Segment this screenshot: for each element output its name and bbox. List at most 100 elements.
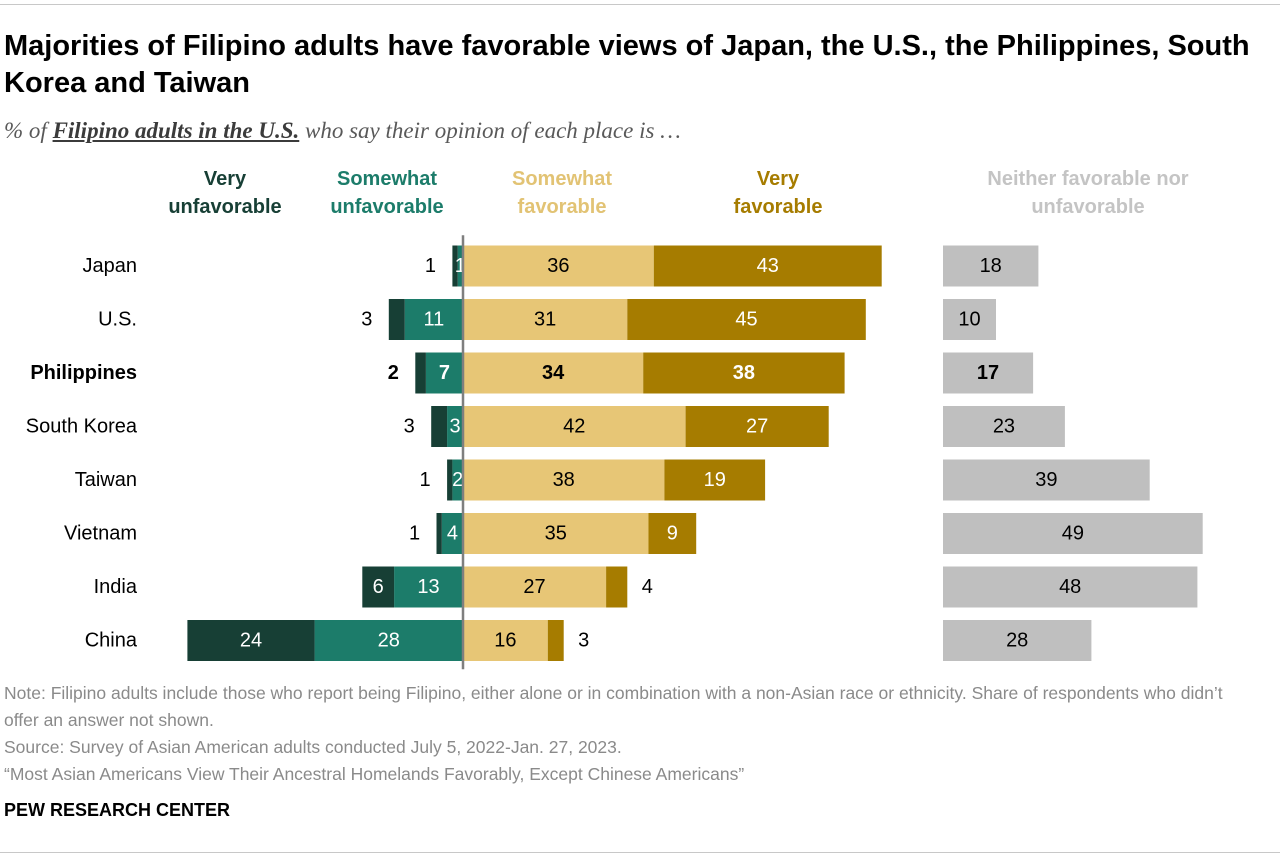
legend-neither-favorable-nor-unfavorable-line1: Neither favorable nor: [987, 168, 1188, 190]
data-label-neither-philippines: 17: [977, 362, 999, 384]
bar-somewhat-favorable-japan: [463, 245, 654, 287]
category-label-vietnam: Vietnam: [64, 523, 137, 545]
data-label-neither-south-korea: 23: [993, 416, 1015, 438]
category-label-taiwan: Taiwan: [75, 469, 137, 491]
bar-very-favorable-philippines: [643, 352, 845, 394]
data-label-somewhat-unfavorable-china: 28: [378, 630, 400, 652]
data-label-very-favorable-taiwan: 19: [704, 469, 726, 491]
bar-somewhat-unfavorable-japan: [457, 245, 463, 287]
bar-neither-taiwan: [943, 459, 1150, 501]
data-label-neither-u-s: 10: [958, 309, 980, 331]
bar-somewhat-unfavorable-u-s: [404, 299, 463, 340]
bar-very-unfavorable-philippines: [415, 352, 426, 394]
bar-neither-india: [943, 566, 1198, 608]
bar-somewhat-favorable-china: [463, 620, 548, 661]
report-title: “Most Asian Americans View Their Ancestr…: [4, 764, 745, 784]
bar-somewhat-unfavorable-south-korea: [447, 406, 463, 447]
chart-title: Majorities of Filipino adults have favor…: [4, 30, 1250, 99]
top-rule: [0, 4, 1280, 5]
bar-somewhat-unfavorable-taiwan: [452, 459, 463, 501]
bar-somewhat-unfavorable-china: [314, 620, 463, 661]
data-label-very-unfavorable-vietnam: 1: [409, 523, 420, 545]
bar-very-favorable-south-korea: [685, 406, 829, 447]
bar-somewhat-unfavorable-india: [394, 566, 463, 608]
bar-neither-japan: [943, 245, 1039, 287]
category-label-india: India: [94, 576, 138, 598]
brand-logo-text: PEW RESEARCH CENTER: [4, 800, 231, 820]
legend-somewhat-favorable-line1: Somewhat: [512, 168, 612, 190]
data-label-somewhat-unfavorable-u-s: 11: [423, 309, 444, 331]
bar-very-unfavorable-japan: [452, 245, 458, 287]
bar-neither-south-korea: [943, 406, 1065, 447]
bottom-rule: [0, 852, 1280, 853]
bar-very-favorable-u-s: [627, 299, 866, 340]
bar-very-unfavorable-u-s: [388, 299, 405, 340]
legend-somewhat-unfavorable-line2: unfavorable: [330, 196, 443, 218]
legend-somewhat-unfavorable-line1: Somewhat: [337, 168, 437, 190]
data-label-somewhat-unfavorable-vietnam: 4: [447, 523, 458, 545]
data-label-neither-taiwan: 39: [1035, 469, 1057, 491]
data-label-very-unfavorable-u-s: 3: [361, 309, 372, 331]
data-label-very-favorable-china: 3: [578, 630, 589, 652]
legend-neither-favorable-nor-unfavorable-line2: unfavorable: [1031, 196, 1144, 218]
data-label-somewhat-favorable-u-s: 31: [534, 309, 556, 331]
data-label-somewhat-favorable-india: 27: [523, 576, 545, 598]
bar-neither-philippines: [943, 352, 1034, 394]
bar-somewhat-favorable-u-s: [463, 299, 628, 340]
category-label-south-korea: South Korea: [26, 416, 138, 438]
data-label-somewhat-unfavorable-taiwan: 2: [452, 469, 463, 491]
data-label-very-favorable-philippines: 38: [733, 362, 755, 384]
data-label-somewhat-unfavorable-philippines: 7: [439, 362, 450, 384]
bar-somewhat-unfavorable-vietnam: [441, 513, 463, 554]
data-label-very-favorable-vietnam: 9: [667, 523, 678, 545]
data-label-very-favorable-south-korea: 27: [746, 416, 768, 438]
bar-neither-china: [943, 620, 1092, 661]
note-text: Note: Filipino adults include those who …: [4, 683, 1223, 730]
legend-somewhat-favorable-line2: favorable: [518, 196, 607, 218]
chart-subtitle: % of Filipino adults in the U.S. who say…: [4, 118, 681, 144]
footnotes: Note: Filipino adults include those who …: [4, 680, 1254, 788]
bar-very-favorable-india: [606, 566, 628, 608]
bar-somewhat-favorable-south-korea: [463, 406, 686, 447]
subtitle-prefix: % of: [4, 118, 53, 143]
bar-very-favorable-japan: [653, 245, 882, 287]
bar-neither-u-s: [943, 299, 996, 340]
bar-very-unfavorable-china: [187, 620, 315, 661]
data-label-very-unfavorable-india: 6: [373, 576, 384, 598]
bar-very-unfavorable-taiwan: [447, 459, 453, 501]
subtitle-emphasis: Filipino adults in the U.S.: [52, 118, 300, 143]
data-label-somewhat-unfavorable-south-korea: 3: [449, 416, 460, 438]
source-text: Source: Survey of Asian American adults …: [4, 737, 622, 757]
data-label-somewhat-favorable-south-korea: 42: [563, 416, 585, 438]
data-label-somewhat-favorable-china: 16: [494, 630, 516, 652]
bar-somewhat-favorable-philippines: [463, 352, 644, 394]
bar-somewhat-unfavorable-philippines: [425, 352, 463, 394]
data-label-neither-vietnam: 49: [1062, 523, 1084, 545]
legend-very-unfavorable-line1: Very: [204, 168, 247, 190]
data-label-neither-india: 48: [1059, 576, 1081, 598]
bar-very-unfavorable-vietnam: [436, 513, 442, 554]
data-label-very-unfavorable-japan: 1: [425, 255, 436, 277]
bar-very-favorable-china: [547, 620, 564, 661]
bar-somewhat-favorable-vietnam: [463, 513, 649, 554]
data-label-somewhat-favorable-japan: 36: [547, 255, 569, 277]
bar-very-unfavorable-india: [362, 566, 395, 608]
data-label-very-unfavorable-south-korea: 3: [404, 416, 415, 438]
data-label-somewhat-unfavorable-japan: 1: [455, 255, 466, 277]
category-label-china: China: [85, 630, 138, 652]
bar-somewhat-favorable-taiwan: [463, 459, 665, 501]
data-label-neither-china: 28: [1006, 630, 1028, 652]
data-label-very-unfavorable-philippines: 2: [388, 362, 399, 384]
data-label-somewhat-unfavorable-india: 13: [417, 576, 439, 598]
bar-somewhat-favorable-india: [463, 566, 607, 608]
category-label-philippines: Philippines: [30, 362, 137, 384]
data-label-very-unfavorable-taiwan: 1: [420, 469, 431, 491]
data-label-very-favorable-japan: 43: [757, 255, 779, 277]
legend-very-favorable-line1: Very: [757, 168, 800, 190]
data-label-somewhat-favorable-taiwan: 38: [553, 469, 575, 491]
bar-very-favorable-vietnam: [648, 513, 697, 554]
legend-very-unfavorable-line2: unfavorable: [168, 196, 281, 218]
data-label-somewhat-favorable-vietnam: 35: [545, 523, 567, 545]
legend-very-favorable-line2: favorable: [734, 196, 823, 218]
data-label-very-favorable-india: 4: [642, 576, 653, 598]
